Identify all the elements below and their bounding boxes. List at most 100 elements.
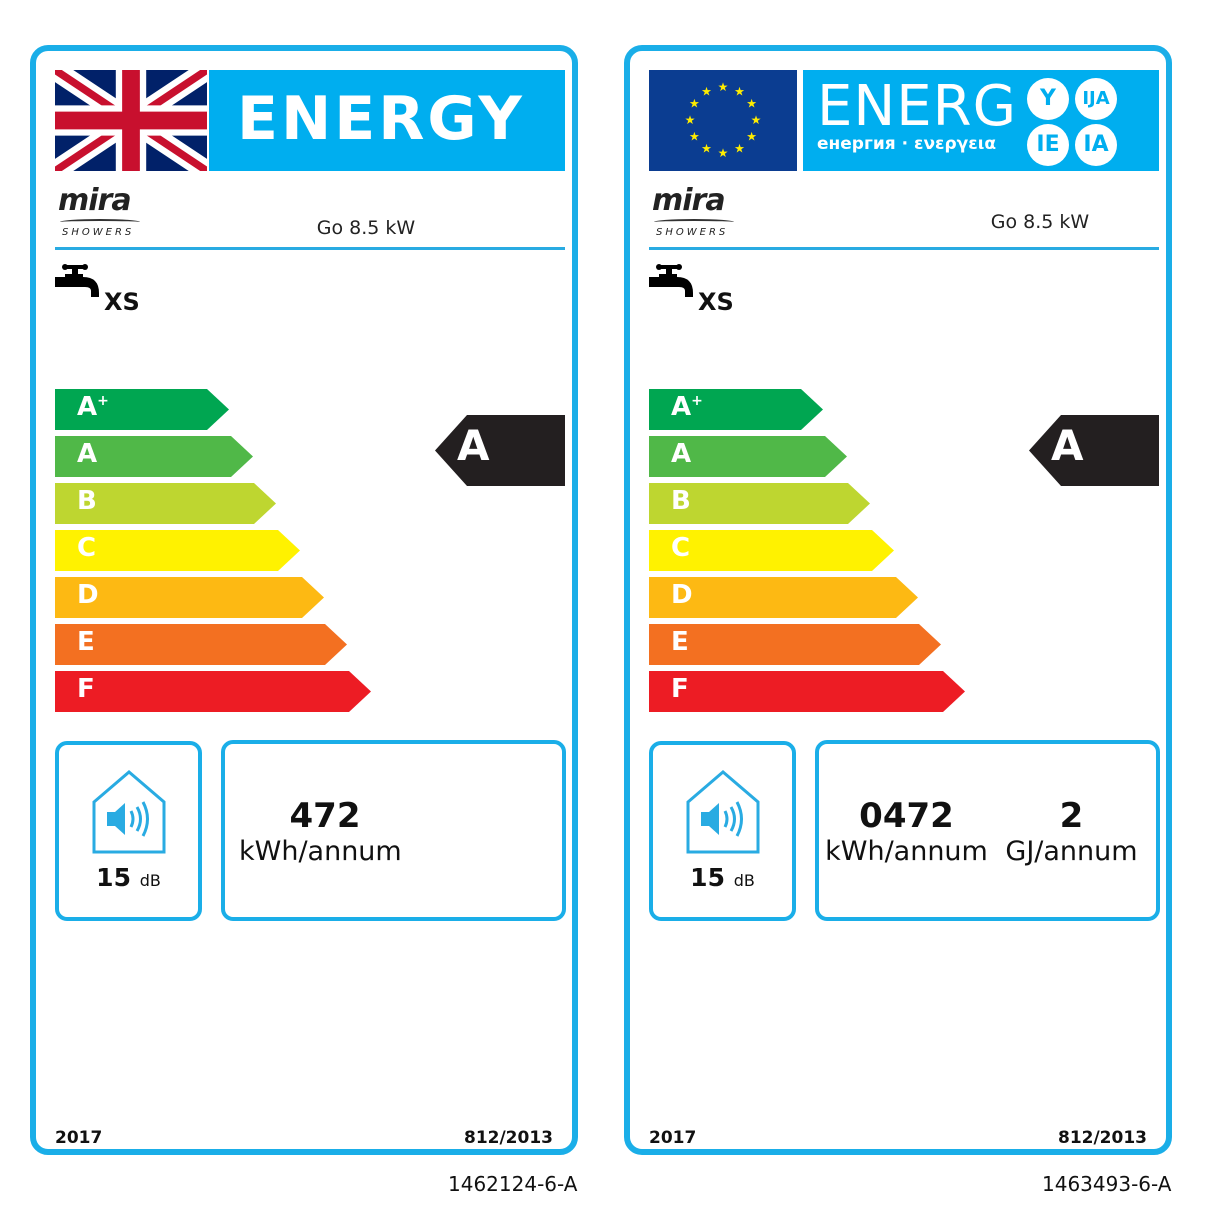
svg-text:★: ★: [701, 142, 712, 156]
class-letter: B: [77, 486, 97, 516]
efficiency-class-bar: F: [55, 671, 371, 712]
consumption-value: 472: [289, 796, 361, 836]
rating-value: A: [1051, 421, 1084, 470]
class-letter: C: [671, 533, 691, 563]
noise-level: 15 dB: [59, 863, 198, 892]
efficiency-class-label: E: [77, 627, 95, 657]
svg-text:★: ★: [718, 80, 729, 94]
noise-level: 15 dB: [653, 863, 792, 892]
brand-name: mira: [58, 183, 132, 218]
class-letter: F: [77, 674, 95, 704]
regulation-number: 812/2013: [1057, 1128, 1147, 1148]
class-letter: A: [671, 439, 692, 469]
efficiency-class-label: C: [671, 533, 690, 563]
language-suffix-badge: IA: [1075, 124, 1117, 166]
efficiency-class-bar: A: [55, 436, 253, 477]
rating-indicator: A: [435, 415, 565, 486]
tap-icon: [55, 263, 103, 305]
svg-text:★: ★: [701, 84, 712, 98]
noise-box: 15 dB: [55, 741, 202, 921]
svg-text:★: ★: [685, 113, 696, 127]
efficiency-class-label: B: [77, 486, 97, 516]
svg-text:★: ★: [689, 97, 700, 111]
class-letter: D: [671, 580, 693, 610]
logo-wave: [654, 219, 734, 225]
language-suffix-badge: IE: [1027, 124, 1069, 166]
energy-title: ENERG: [817, 74, 1017, 139]
noise-unit: dB: [733, 871, 755, 890]
rating-indicator: A: [1029, 415, 1159, 486]
class-letter: B: [671, 486, 691, 516]
efficiency-class-bar: A+: [649, 389, 823, 430]
efficiency-class-label: A+: [77, 392, 109, 422]
noise-value: 15: [690, 863, 725, 892]
class-letter: D: [77, 580, 99, 610]
consumption-box: 472 kWh/annum: [221, 740, 566, 921]
rating-value: A: [457, 421, 490, 470]
noise-value: 15: [96, 863, 131, 892]
noise-unit: dB: [139, 871, 161, 890]
regulation-number: 812/2013: [463, 1128, 553, 1148]
load-profile: XS: [104, 288, 140, 316]
energy-header: ENERG енергия · ενεργεια Y IJA IE IA: [803, 70, 1159, 171]
efficiency-class-bar: F: [649, 671, 965, 712]
energy-label: ★ ★ ★ ★ ★ ★ ★ ★ ★ ★ ★ ★ ENERG енергия · ενεργεια Y IJA I…: [624, 45, 1172, 1155]
sound-house-icon: [683, 767, 763, 857]
label-year: 2017: [649, 1128, 697, 1148]
uk-flag: [55, 70, 207, 171]
load-profile: XS: [698, 288, 734, 316]
svg-text:★: ★: [734, 84, 745, 98]
efficiency-class-bar: D: [55, 577, 324, 618]
class-letter: C: [77, 533, 97, 563]
brand-logo: mira SHOWERS: [652, 183, 752, 245]
efficiency-class-label: A+: [671, 392, 703, 422]
efficiency-class-label: F: [671, 674, 689, 704]
efficiency-class-label: E: [671, 627, 689, 657]
logo-wave: [60, 219, 140, 225]
consumption-value: 0472: [859, 796, 954, 836]
efficiency-class-bar: A: [649, 436, 847, 477]
efficiency-class-bar: B: [55, 483, 276, 524]
svg-text:★: ★: [689, 130, 700, 144]
efficiency-class-bar: C: [55, 530, 300, 571]
efficiency-class-label: A: [671, 439, 691, 469]
class-superscript: +: [97, 393, 109, 410]
efficiency-class-bar: B: [649, 483, 870, 524]
language-suffix-badge: IJA: [1075, 78, 1117, 120]
svg-text:★: ★: [746, 97, 757, 111]
svg-text:★: ★: [718, 146, 729, 160]
model-name: Go 8.5 kW: [316, 217, 416, 239]
efficiency-class-label: F: [77, 674, 95, 704]
label-code: 1462124-6-A: [448, 1172, 578, 1196]
brand-logo: mira SHOWERS: [58, 183, 158, 245]
header-divider: [55, 247, 565, 250]
efficiency-class-bar: E: [55, 624, 347, 665]
svg-text:★: ★: [734, 142, 745, 156]
energy-subtitle: енергия · ενεργεια: [817, 134, 996, 154]
label-code: 1463493-6-A: [1042, 1172, 1172, 1196]
class-letter: A: [77, 392, 98, 422]
consumption-unit: GJ/annum: [1005, 836, 1138, 867]
class-letter: E: [77, 627, 95, 657]
efficiency-class-label: C: [77, 533, 96, 563]
class-superscript: +: [691, 393, 703, 410]
class-letter: A: [77, 439, 98, 469]
energy-header: ENERGY: [209, 70, 565, 171]
label-year: 2017: [55, 1128, 103, 1148]
svg-text:★: ★: [746, 130, 757, 144]
brand-name: mira: [652, 183, 726, 218]
class-letter: A: [671, 392, 692, 422]
consumption-unit: kWh/annum: [239, 836, 402, 867]
model-name: Go 8.5 kW: [990, 211, 1090, 233]
efficiency-class-bar: C: [649, 530, 894, 571]
consumption-value: 2: [1059, 796, 1084, 836]
efficiency-class-label: A: [77, 439, 97, 469]
energy-title: ENERGY: [237, 84, 525, 154]
brand-subtitle: SHOWERS: [62, 227, 135, 238]
header-divider: [649, 247, 1159, 250]
tap-icon: [649, 263, 697, 305]
consumption-box: 0472 kWh/annum 2 GJ/annum: [815, 740, 1160, 921]
sound-house-icon: [89, 767, 169, 857]
efficiency-class-bar: D: [649, 577, 918, 618]
noise-box: 15 dB: [649, 741, 796, 921]
